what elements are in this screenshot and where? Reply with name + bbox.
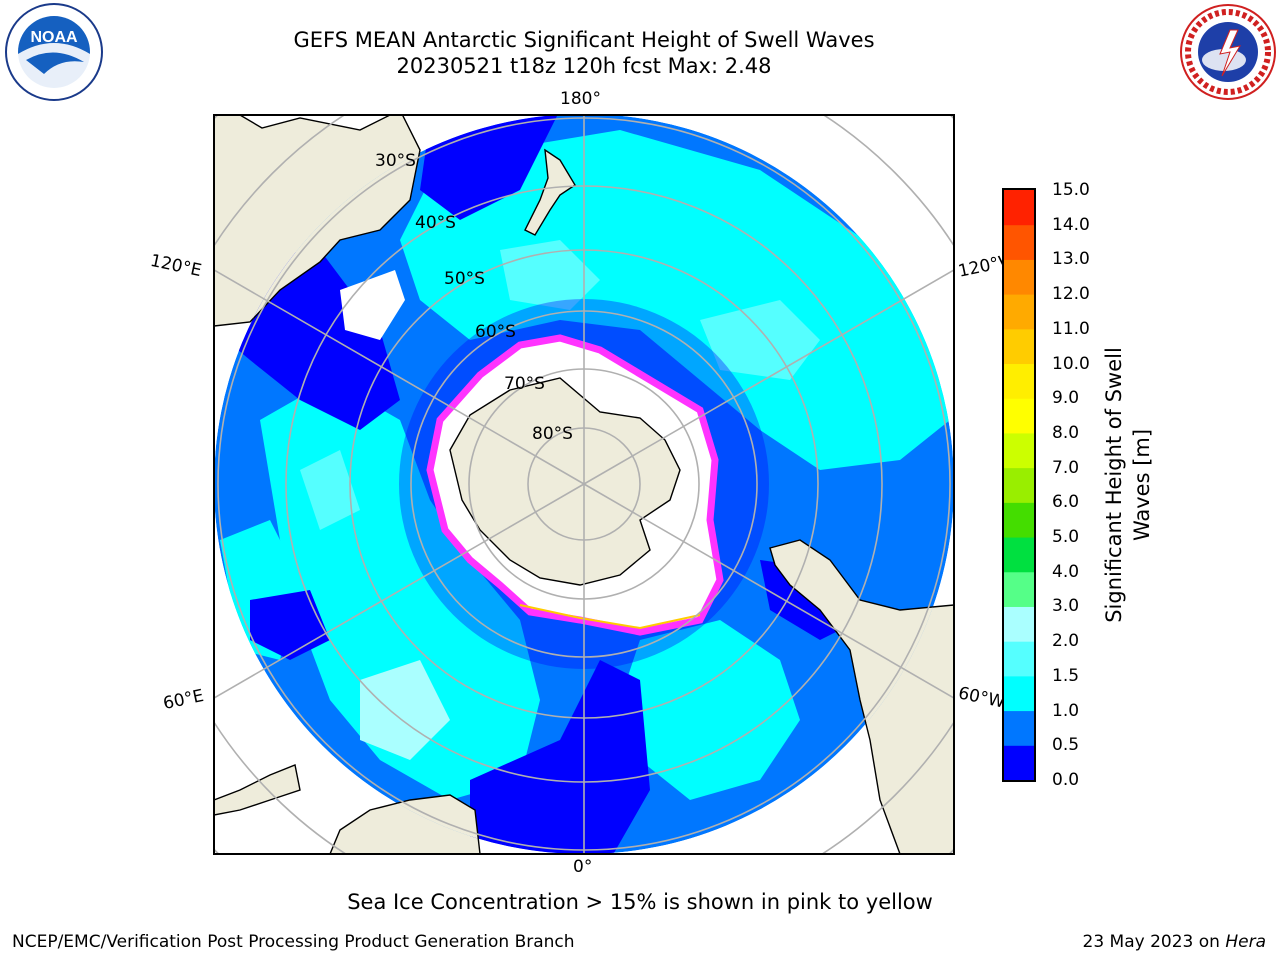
- colorbar-cell: [1004, 259, 1034, 295]
- colorbar-tick-label: 1.0: [1052, 700, 1080, 721]
- meridian-gridlines: [214, 115, 954, 854]
- colorbar-tick-label: 8.0: [1052, 422, 1080, 443]
- swell-patch-2: [700, 300, 820, 380]
- colorbar-cell: [1004, 363, 1034, 399]
- colorbar-cell: [1004, 502, 1034, 538]
- credit-line: NCEP/EMC/Verification Post Processing Pr…: [12, 932, 575, 952]
- land-tasmania: [340, 270, 405, 340]
- sea-ice-note: Sea Ice Concentration > 15% is shown in …: [347, 890, 933, 914]
- colorbar-cell: [1004, 432, 1034, 469]
- machine-name: Hera: [1225, 932, 1266, 952]
- latitude-label-70s: 70°S: [504, 374, 545, 394]
- colorbar-tick-label: 10.0: [1052, 353, 1090, 374]
- colorbar-tick-label: 7.0: [1052, 457, 1080, 478]
- nws-logo: [1180, 4, 1276, 100]
- colorbar-tick-label: 9.0: [1052, 388, 1080, 409]
- colorbar-label: Significant Height of Swell Waves [m]: [1100, 347, 1156, 623]
- meridian-label-180: 180°: [560, 89, 601, 109]
- land-madagascar: [214, 764, 301, 816]
- swell-patch-4: [300, 450, 360, 530]
- chart-subtitle: 20230521 t18z 120h fcst Max: 2.48: [396, 54, 772, 78]
- latitude-label-30s: 30°S: [375, 151, 416, 171]
- latitude-label-40s: 40°S: [415, 213, 456, 233]
- colorbar-cell: [1004, 328, 1034, 365]
- colorbar-tick-label: 1.5: [1052, 665, 1080, 686]
- colorbar-cell: [1004, 294, 1034, 330]
- colorbar-tick-label: 13.0: [1052, 249, 1090, 270]
- map-frame: [213, 114, 955, 855]
- date-line: 23 May 2023 on Hera: [1083, 932, 1267, 952]
- colorbar-cell: [1004, 641, 1034, 677]
- colorbar-cell: [1004, 675, 1034, 712]
- colorbar-tick-label: 15.0: [1052, 180, 1090, 200]
- colorbar-label-line2: Waves [m]: [1130, 428, 1154, 542]
- low-swell-south: [470, 660, 650, 854]
- colorbar-label-line1: Significant Height of Swell: [1102, 347, 1126, 623]
- meridian-label-0: 0°: [573, 857, 593, 877]
- colorbar-cell: [1004, 224, 1034, 260]
- colorbar-cell: [1004, 467, 1034, 503]
- colorbar-tick-label: 3.0: [1052, 596, 1080, 617]
- land-antarctica: [449, 377, 681, 586]
- chart-title: GEFS MEAN Antarctic Significant Height o…: [293, 28, 875, 52]
- swell-patch-3: [360, 660, 450, 760]
- colorbar-tick-label: 5.0: [1052, 527, 1080, 548]
- colorbar-cell: [1004, 710, 1034, 746]
- swell-band-3: [620, 620, 800, 800]
- colorbar-cell: [1004, 606, 1034, 642]
- colorbar-tick-label: 0.5: [1052, 735, 1080, 756]
- noaa-logo-text: NOAA: [30, 29, 78, 46]
- colorbar-tick-label: 12.0: [1052, 284, 1090, 305]
- colorbar-tick-label: 11.0: [1052, 318, 1090, 339]
- colorbar: [1002, 188, 1036, 782]
- colorbar-tick-label: 14.0: [1052, 214, 1090, 235]
- latitude-label-60s: 60°S: [475, 322, 516, 342]
- colorbar-cell: [1004, 190, 1034, 226]
- colorbar-cell: [1004, 745, 1034, 781]
- colorbar-cell: [1004, 571, 1034, 607]
- colorbar-tick-label: 6.0: [1052, 492, 1080, 513]
- low-swell-north: [420, 114, 560, 220]
- colorbar-cell: [1004, 398, 1034, 434]
- latitude-label-50s: 50°S: [444, 269, 485, 289]
- colorbar-tick-label: 2.0: [1052, 631, 1080, 652]
- date-text: 23 May 2023 on: [1082, 932, 1226, 952]
- noaa-logo: NOAA: [5, 3, 103, 101]
- colorbar-cell: [1004, 537, 1034, 573]
- colorbar-tick-label: 0.0: [1052, 770, 1080, 790]
- latitude-label-80s: 80°S: [532, 424, 573, 444]
- colorbar-tick-label: 4.0: [1052, 561, 1080, 582]
- sea-ice-edge-yellow: [519, 604, 701, 630]
